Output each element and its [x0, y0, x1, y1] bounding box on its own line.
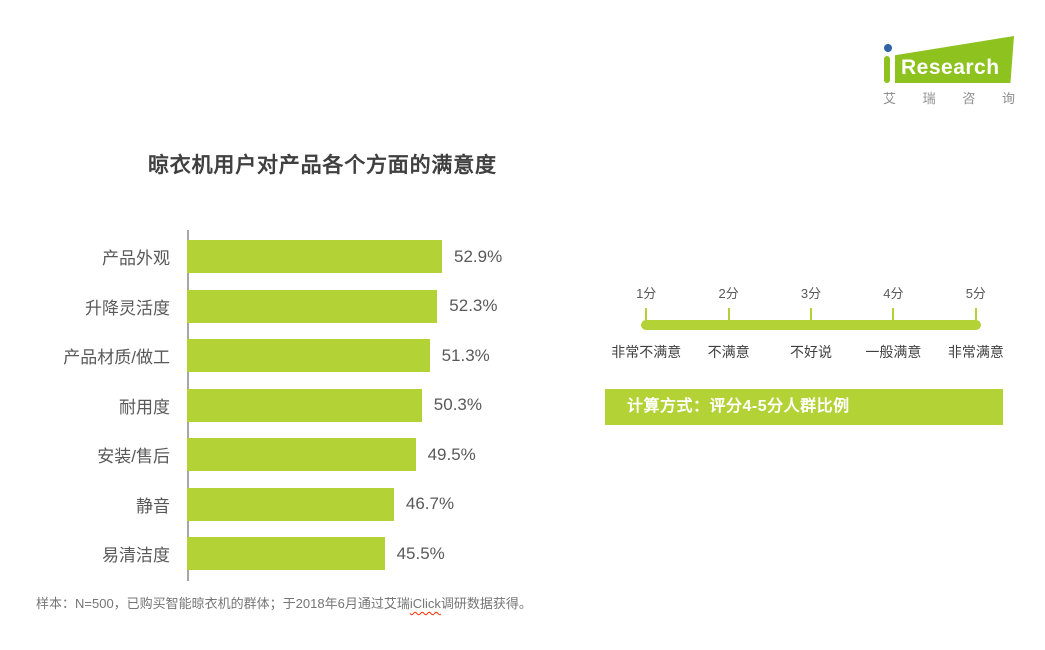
logo-i-dot-icon	[884, 44, 892, 52]
bar-track: 52.9%	[187, 240, 616, 274]
meaning-label: 一般满意	[865, 344, 922, 360]
category-label: 耐用度	[119, 397, 170, 417]
score-scale-legend: 1分 2分 3分 4分 5分 非常不满意 不满意 不好说 一般满意 非常满意	[605, 283, 1017, 362]
chart-title: 晾衣机用户对产品各个方面的满意度	[148, 154, 497, 177]
footnote-text-before: 样本：N=500，已购买智能晾衣机的群体；于2018年6月通过艾瑞	[36, 596, 410, 611]
score-labels-row: 1分 2分 3分 4分 5分	[605, 283, 1017, 301]
method-box: 计算方式：评分4-5分人群比例	[605, 389, 1003, 425]
meaning-label: 不满意	[707, 344, 750, 360]
bar-value: 49.5%	[427, 444, 476, 464]
bar-value: 52.9%	[454, 246, 503, 266]
score-label: 3分	[800, 286, 822, 301]
bar	[187, 537, 385, 571]
logo-caption: 艾 瑞 咨 询	[883, 88, 1015, 107]
bar-row: 安装/售后 49.5%	[36, 430, 616, 480]
scale-tick	[810, 308, 813, 320]
bar-value: 50.3%	[433, 395, 482, 415]
bar-value: 46.7%	[405, 494, 455, 514]
bar-row: 静音 46.7%	[36, 480, 616, 530]
bar-row: 产品材质/做工 51.3%	[36, 331, 616, 381]
bar	[187, 487, 394, 521]
scale-tick	[974, 308, 977, 320]
footnote: 样本：N=500，已购买智能晾衣机的群体；于2018年6月通过艾瑞iClick调…	[36, 595, 532, 613]
logo-i-stem-icon	[884, 56, 890, 83]
logo-banner: Research	[895, 36, 1014, 83]
bar-track: 45.5%	[187, 537, 616, 571]
category-label: 易清洁度	[102, 546, 170, 566]
bar-track: 52.3%	[187, 289, 616, 323]
bar-track: 51.3%	[187, 339, 616, 373]
meaning-label: 非常满意	[947, 344, 1004, 360]
scale-tick	[727, 308, 730, 320]
meaning-label: 不好说	[790, 344, 833, 360]
logo-caption-char: 艾	[883, 91, 897, 106]
category-label: 升降灵活度	[85, 298, 170, 318]
bar	[187, 438, 416, 472]
bar-track: 49.5%	[187, 438, 616, 472]
bar-value: 51.3%	[441, 345, 490, 365]
logo-caption-char: 瑞	[922, 91, 936, 106]
meaning-label: 非常不满意	[611, 344, 682, 360]
bar-row: 产品外观 52.9%	[36, 232, 616, 282]
score-label: 1分	[636, 286, 657, 301]
scale-ticks-row	[605, 308, 1017, 320]
footnote-text-after: 调研数据获得。	[440, 596, 532, 611]
category-label: 安装/售后	[97, 447, 170, 467]
category-label: 产品材质/做工	[63, 348, 170, 368]
bar	[187, 388, 422, 422]
bar	[187, 289, 438, 323]
bar-value: 45.5%	[396, 543, 445, 563]
logo-brand-text: Research	[901, 56, 1000, 79]
bar-value: 52.3%	[449, 296, 498, 316]
score-label: 2分	[718, 286, 739, 301]
logo-caption-char: 咨	[962, 91, 976, 106]
bar	[187, 240, 442, 274]
score-label: 4分	[883, 286, 904, 301]
meaning-labels-row: 非常不满意 不满意 不好说 一般满意 非常满意	[605, 342, 1017, 362]
bar-row: 升降灵活度 52.3%	[36, 282, 616, 332]
logo-caption-char: 询	[1001, 91, 1015, 106]
score-label: 5分	[965, 286, 986, 301]
bar-track: 46.7%	[187, 487, 616, 521]
category-label: 静音	[136, 496, 170, 516]
bar-row: 耐用度 50.3%	[36, 381, 616, 431]
scale-bar	[641, 320, 981, 330]
bar-track: 50.3%	[187, 388, 616, 422]
logo-mark: Research	[876, 36, 1018, 83]
category-label: 产品外观	[102, 249, 170, 269]
bar-row: 易清洁度 45.5%	[36, 529, 616, 579]
footnote-spellcheck-word: iClick	[409, 596, 441, 611]
scale-tick	[892, 308, 895, 320]
scale-tick	[645, 308, 648, 320]
satisfaction-bar-chart: 产品外观 52.9% 升降灵活度 52.3% 产品材质/做工 51.3% 耐用度…	[36, 230, 616, 581]
bar	[187, 339, 430, 373]
iresearch-logo: Research 艾 瑞 咨 询	[876, 36, 1018, 106]
